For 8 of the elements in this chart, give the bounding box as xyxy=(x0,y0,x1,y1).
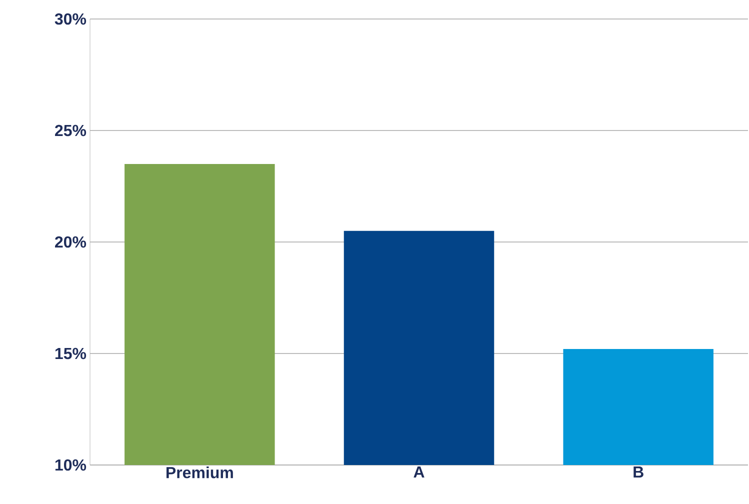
y-tick-label: 20% xyxy=(55,236,86,248)
y-tick-label: 10% xyxy=(55,459,86,471)
y-tick-label: 15% xyxy=(55,348,86,360)
y-tick-label: 30% xyxy=(54,13,86,25)
x-tick-label: Premium xyxy=(166,466,233,478)
x-tick-label: B xyxy=(634,466,644,478)
y-tick-label: 25% xyxy=(55,124,86,136)
x-tick-label: A xyxy=(414,466,424,478)
